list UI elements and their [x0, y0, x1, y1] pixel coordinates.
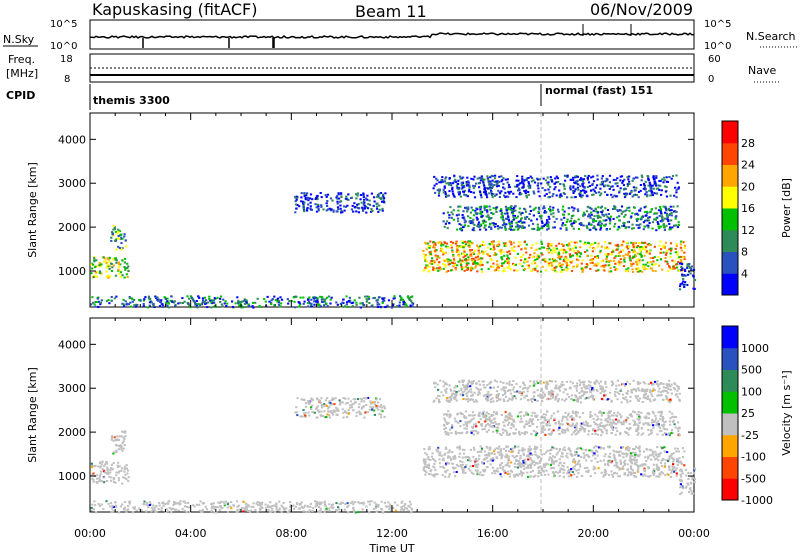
colorbar-tick-label: 12	[741, 224, 755, 237]
y-tick-label: 1000	[58, 470, 86, 483]
colorbar-tick-label: 100	[741, 385, 762, 398]
cpid-segment-2: normal (fast) 151	[545, 84, 653, 97]
y-tick-label: 3000	[58, 177, 86, 190]
colorbar-tick-label: 8	[741, 246, 748, 259]
sky-left-tick-top: 10^5	[50, 19, 77, 30]
colorbar-swatch	[722, 164, 738, 187]
x-tick-label: 20:00	[577, 527, 609, 540]
colorbar-tick-label: -500	[741, 472, 766, 485]
power-panel: 1000 2000 3000 4000 Slant Range [km]	[26, 112, 697, 309]
colorbar-swatch	[722, 121, 738, 144]
echo-region	[678, 467, 697, 496]
colorbar-tick-label: -1000	[741, 494, 773, 507]
colorbar-swatch	[722, 413, 738, 436]
colorbar-tick-label: 28	[741, 137, 755, 150]
echo-region	[90, 500, 413, 514]
echo-region	[110, 225, 128, 251]
colorbar-swatch	[722, 391, 738, 414]
colorbar-tick-label: 4	[741, 267, 748, 280]
sky-right-label: N.Search	[746, 30, 796, 43]
velocity-colorbar: 1000 500 100 25 -25 -100 -500 -1000 Velocity [m …	[721, 325, 793, 507]
velocity-panel: 1000 2000 3000 4000 Slant Range [km]	[26, 317, 697, 514]
nave-label: Nave	[748, 64, 776, 77]
freq-tick-top: 18	[60, 54, 73, 65]
colorbar-swatch	[722, 326, 738, 349]
colorbar-tick-label: 24	[741, 159, 755, 172]
colorbar-swatch	[722, 186, 738, 209]
x-axis-label: Time UT	[368, 542, 414, 554]
colorbar-tick-label: -25	[741, 429, 759, 442]
y-tick-label: 4000	[58, 133, 86, 146]
date-title: 06/Nov/2009	[590, 0, 693, 19]
colorbar-label: Velocity [m s⁻¹]	[780, 370, 793, 455]
cpid-label: CPID	[6, 89, 35, 102]
colorbar-tick-label: -100	[741, 451, 766, 464]
echo-region	[294, 192, 387, 214]
colorbar-swatch	[722, 251, 738, 274]
freq-tick-bottom: 8	[64, 74, 70, 85]
echo-region	[422, 240, 686, 273]
x-tick-label: 12:00	[376, 527, 408, 540]
colorbar-tick-label: 1000	[741, 342, 769, 355]
freq-label-2: [MHz]	[6, 67, 38, 80]
sky-right-tick-top: 10^5	[704, 19, 731, 30]
echo-region	[432, 379, 681, 404]
beam-title: Beam 11	[355, 2, 427, 21]
cpid-segment-1: themis 3300	[93, 94, 170, 107]
colorbar-label: Power [dB]	[780, 178, 793, 238]
echo-region	[432, 174, 680, 199]
colorbar-swatch	[722, 273, 738, 296]
sky-right-tick-bottom: 10^0	[704, 41, 731, 52]
echo-region	[90, 295, 415, 309]
colorbar-tick-label: 25	[741, 407, 755, 420]
nave-tick-bottom: 0	[708, 74, 714, 85]
y-axis-label: Slant Range [km]	[26, 367, 39, 463]
echo-region	[442, 205, 681, 232]
colorbar-swatch	[722, 369, 738, 392]
y-tick-label: 2000	[58, 221, 86, 234]
colorbar-tick-label: 16	[741, 202, 755, 215]
y-tick-label: 3000	[58, 382, 86, 395]
time-axis: 00:00 04:00 08:00 12:00 16:00 20:00 00:00	[74, 527, 710, 540]
y-axis-label: Slant Range [km]	[26, 162, 39, 258]
colorbar-swatch	[722, 229, 738, 252]
nave-tick-top: 60	[708, 54, 721, 65]
sky-left-label: N.Sky	[3, 33, 35, 46]
x-tick-label: 00:00	[74, 527, 106, 540]
echo-region	[294, 397, 387, 419]
x-tick-label: 16:00	[477, 527, 509, 540]
x-tick-label: 00:00	[678, 527, 710, 540]
station-title: Kapuskasing (fitACF)	[92, 0, 257, 19]
echo-region	[679, 262, 697, 291]
freq-label-1: Freq.	[8, 53, 35, 66]
panel-frame	[89, 317, 695, 513]
colorbar-swatch	[722, 142, 738, 165]
y-tick-label: 4000	[58, 338, 86, 351]
echo-region	[422, 445, 686, 478]
colorbar-swatch	[722, 347, 738, 370]
y-tick-label: 2000	[58, 426, 86, 439]
colorbar-tick-label: 20	[741, 180, 755, 193]
colorbar-swatch	[722, 208, 738, 231]
echo-region	[442, 410, 681, 437]
echo-region	[90, 256, 130, 279]
x-tick-label: 08:00	[275, 527, 307, 540]
sky-trace	[89, 24, 695, 48]
sky-left-tick-bottom: 10^0	[50, 41, 77, 52]
power-colorbar: 4 8 12 16 20 24 28 Power [dB]	[721, 120, 793, 296]
colorbar-tick-label: 500	[741, 364, 762, 377]
colorbar-swatch	[722, 434, 738, 457]
colorbar-swatch	[722, 456, 738, 479]
echo-region	[90, 460, 130, 485]
colorbar-swatch	[722, 478, 738, 501]
x-tick-label: 04:00	[175, 527, 207, 540]
y-tick-label: 1000	[58, 265, 86, 278]
echo-region	[110, 430, 127, 455]
